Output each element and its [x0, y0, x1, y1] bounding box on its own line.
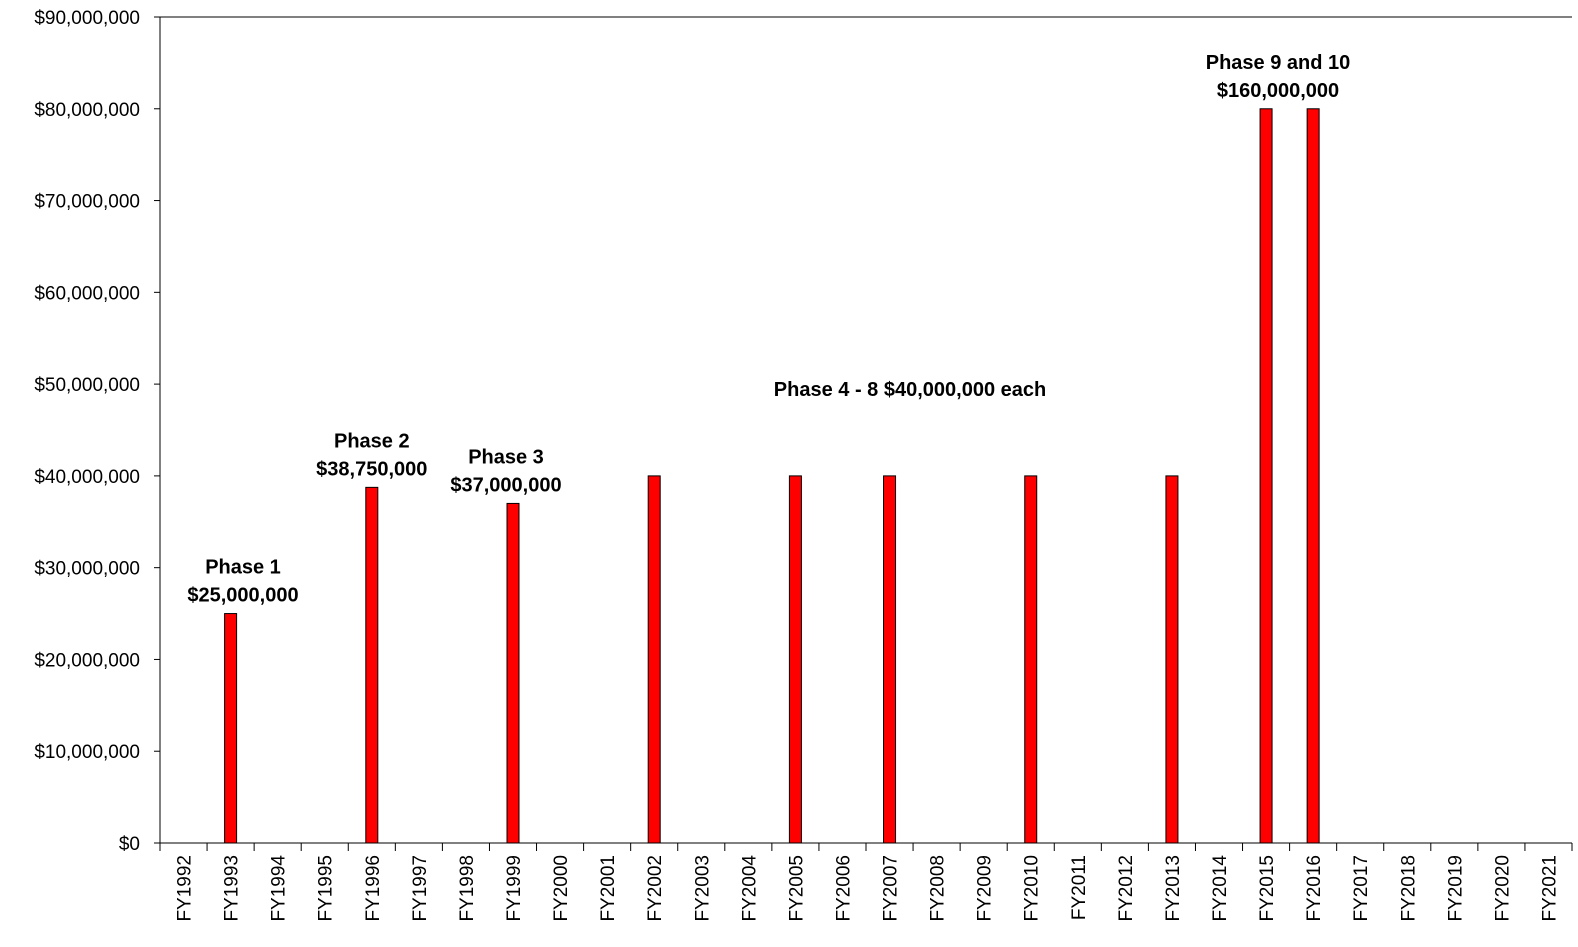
y-tick-label: $90,000,000 — [34, 8, 140, 29]
chart-bars — [224, 108, 1320, 844]
x-tick-label: FY2003 — [692, 855, 713, 922]
x-tick-label: FY2013 — [1163, 855, 1184, 922]
x-tick-label: FY1994 — [269, 855, 290, 922]
x-tick-label: FY2015 — [1257, 855, 1278, 922]
x-tick-label: FY2020 — [1492, 855, 1513, 922]
x-tick-label: FY2017 — [1351, 855, 1372, 922]
x-tick-label: FY1996 — [363, 855, 384, 922]
annotation-label: $38,750,000 — [316, 458, 427, 480]
bar-fy2005 — [788, 475, 802, 844]
y-tick-label: $10,000,000 — [34, 742, 140, 763]
y-tick-label: $50,000,000 — [34, 375, 140, 396]
x-tick-label: FY2018 — [1398, 855, 1419, 922]
annotation-label: Phase 9 and 10 — [1206, 52, 1351, 74]
chart-axes: $0 $10,000,000 $20,000,000 $30,000,000 $40,0… — [34, 8, 1573, 922]
x-tick-label: FY1993 — [222, 855, 243, 922]
annotation-label: $160,000,000 — [1217, 80, 1339, 102]
x-tick-label: FY2010 — [1022, 855, 1043, 922]
y-tick-label: $80,000,000 — [34, 100, 140, 121]
x-tick-label: FY2006 — [833, 855, 854, 922]
x-tick-label: FY2007 — [881, 855, 902, 922]
bar-fy2013 — [1165, 475, 1179, 844]
bar-fy2016 — [1306, 108, 1320, 844]
bar-fy2015 — [1259, 108, 1273, 844]
annotation-label: Phase 1 — [205, 557, 281, 579]
y-tick-label: $40,000,000 — [34, 467, 140, 488]
bar-fy2007 — [883, 475, 897, 844]
x-tick-label: FY2011 — [1069, 855, 1090, 920]
x-tick-label: FY1999 — [504, 855, 525, 922]
x-tick-label: FY2016 — [1304, 855, 1325, 922]
annotation-label: Phase 2 — [334, 430, 410, 452]
x-tick-label: FY2008 — [928, 855, 949, 922]
annotation-label: $37,000,000 — [450, 474, 561, 496]
x-tick-label: FY2001 — [598, 855, 619, 922]
bar-fy2010 — [1024, 475, 1038, 844]
x-tick-label: FY2012 — [1116, 855, 1137, 922]
bar-fy1993 — [224, 613, 238, 844]
bar-fy1996 — [365, 486, 379, 844]
x-tick-label: FY2009 — [975, 855, 996, 922]
annotation-label: $25,000,000 — [187, 585, 298, 607]
x-tick-label: FY2000 — [551, 855, 572, 922]
x-tick-label: FY1997 — [410, 855, 431, 922]
x-tick-label: FY1992 — [175, 855, 196, 922]
x-tick-label: FY2019 — [1445, 855, 1466, 922]
x-tick-label: FY2014 — [1210, 855, 1231, 922]
y-tick-label: $20,000,000 — [34, 650, 140, 671]
annotation-label: Phase 3 — [468, 446, 544, 468]
x-tick-label: FY2004 — [739, 855, 760, 922]
bar-fy2002 — [647, 475, 661, 844]
x-tick-label: FY2002 — [645, 855, 666, 922]
y-tick-label: $60,000,000 — [34, 283, 140, 304]
y-tick-label: $30,000,000 — [34, 559, 140, 580]
x-tick-label: FY1995 — [316, 855, 337, 922]
x-tick-label: FY2005 — [786, 855, 807, 922]
y-tick-label: $70,000,000 — [34, 192, 140, 213]
y-tick-label: $0 — [119, 834, 140, 855]
annotation-label: Phase 4 - 8 $40,000,000 each — [774, 379, 1046, 401]
bar-fy1999 — [506, 502, 520, 844]
x-tick-label: FY2021 — [1539, 855, 1560, 922]
chart-labels: Phase 1 $25,000,000 Phase 2 $38,750,000 Phas… — [187, 52, 1350, 607]
x-tick-label: FY1998 — [457, 855, 478, 922]
